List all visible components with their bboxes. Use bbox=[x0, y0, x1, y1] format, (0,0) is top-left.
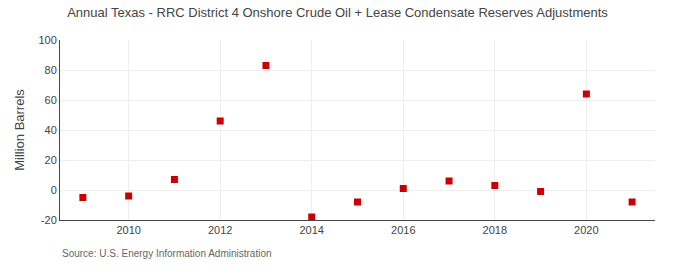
svg-text:-20: -20 bbox=[41, 214, 57, 226]
svg-text:40: 40 bbox=[45, 124, 57, 136]
svg-text:2014: 2014 bbox=[299, 224, 323, 236]
svg-text:100: 100 bbox=[38, 34, 56, 46]
svg-text:80: 80 bbox=[45, 64, 57, 76]
svg-text:60: 60 bbox=[45, 94, 57, 106]
svg-text:20: 20 bbox=[45, 154, 57, 166]
svg-text:2010: 2010 bbox=[116, 224, 140, 236]
svg-text:Million Barrels: Million Barrels bbox=[12, 89, 27, 171]
svg-text:2012: 2012 bbox=[208, 224, 232, 236]
svg-text:0: 0 bbox=[51, 184, 57, 196]
svg-text:Source: U.S. Energy Informatio: Source: U.S. Energy Information Administ… bbox=[62, 248, 272, 259]
svg-text:2018: 2018 bbox=[483, 224, 507, 236]
svg-text:2016: 2016 bbox=[391, 224, 415, 236]
svg-text:Annual Texas - RRC District 4: Annual Texas - RRC District 4 Onshore Cr… bbox=[67, 5, 608, 20]
svg-text:2020: 2020 bbox=[574, 224, 598, 236]
